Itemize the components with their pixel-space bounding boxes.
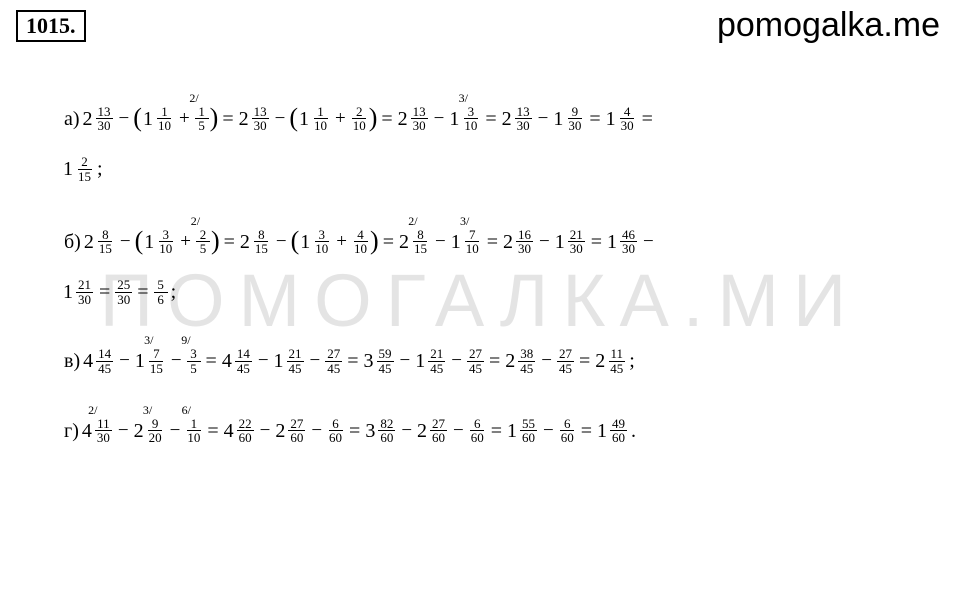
problem-number-box: 1015. bbox=[16, 10, 86, 42]
site-name: pomogalka.me bbox=[717, 6, 940, 45]
problem-a-line1: а) 21330 − ( 1110 + 2/15 ) = 21330 − ( 1… bbox=[62, 98, 912, 140]
problem-a-line2: 1215 ; bbox=[62, 152, 912, 185]
solutions-block: а) 21330 − ( 1110 + 2/15 ) = 21330 − ( 1… bbox=[62, 98, 912, 483]
label-b: б) bbox=[62, 226, 83, 258]
problem-g: г) 42/1130 − 23/920 − 6/110 = 42260 − 22… bbox=[62, 413, 912, 446]
problem-v: в) 41445 − 13/715 − 9/35 = 41445 − 12145… bbox=[62, 344, 912, 377]
label-a: а) bbox=[62, 103, 82, 135]
problem-b-line2: 12130 = 2530 = 56 ; bbox=[62, 275, 912, 308]
label-g: г) bbox=[62, 415, 81, 447]
problem-b-line1: б) 2815 − ( 1310 + 2/25 ) = 2815 − ( 131… bbox=[62, 221, 912, 263]
label-v: в) bbox=[62, 345, 82, 377]
